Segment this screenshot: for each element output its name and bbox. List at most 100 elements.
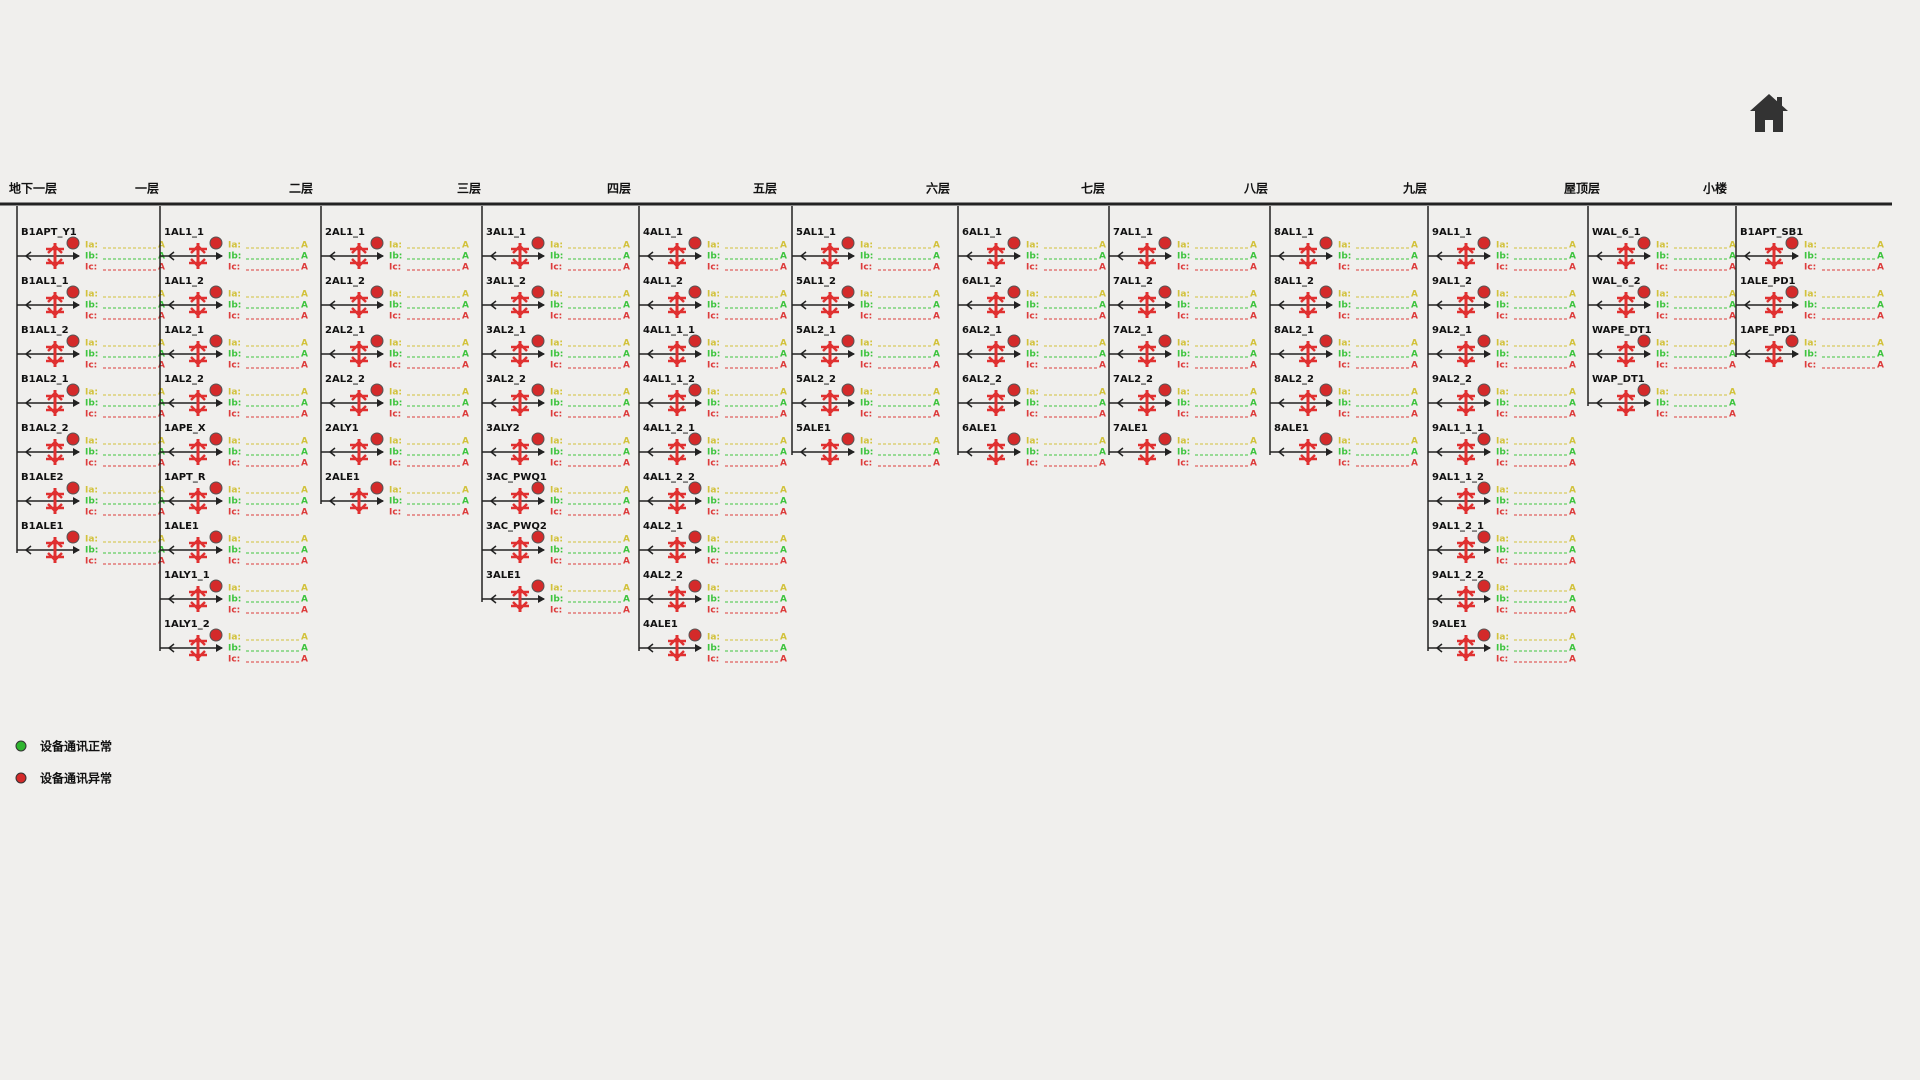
reading-label: Ia: [1656,290,1669,300]
reading-unit: A [301,497,308,507]
reading-label: Ib: [85,448,98,458]
reading-unit: A [1099,361,1106,371]
reading-label: Ib: [1656,252,1669,262]
status-dot [1637,383,1651,397]
home-button[interactable] [1750,94,1788,132]
reading-label: Ib: [550,448,563,458]
arrow-right [538,546,545,554]
breaker [1299,342,1317,366]
reading-label: Ia: [550,339,563,349]
arrow-left [24,349,32,359]
reading-label: Ia: [1338,241,1351,251]
reading-unit: A [301,486,308,496]
reading-label: Ia: [1177,290,1190,300]
reading-unit: A [780,350,787,360]
reading-label: Ic: [1026,263,1038,273]
device: 2ALE1 Ia: A Ib: A Ic: A [321,472,469,518]
reading-unit: A [462,459,469,469]
reading-label: Ib: [1496,448,1509,458]
reading-unit: A [780,486,787,496]
reading-unit: A [1569,290,1576,300]
reading-unit: A [780,508,787,518]
reading-unit: A [462,241,469,251]
arrow-right [695,301,702,309]
reading-label: Ia: [85,339,98,349]
breaker [821,342,839,366]
breaker [1457,244,1475,268]
reading-label: Ib: [85,350,98,360]
arrow-left [965,300,973,310]
breaker [189,244,207,268]
device-name: 7AL1_1 [1113,227,1153,238]
arrow-right [848,252,855,260]
reading-label: Ia: [1804,290,1817,300]
arrow-right [695,252,702,260]
reading-label: Ic: [550,410,562,420]
device: 3AL1_2 Ia: A Ib: A Ic: A [482,276,630,322]
device: 9AL1_2_1 Ia: A Ib: A Ic: A [1428,521,1576,567]
reading-unit: A [1411,437,1418,447]
floor-label: 四层 [607,182,631,196]
device: 1AL2_2 Ia: A Ib: A Ic: A [160,374,308,420]
reading-label: Ic: [550,606,562,616]
arrow-right [695,350,702,358]
device-name: 1APE_X [164,423,206,434]
device-name: B1ALE1 [21,521,64,532]
reading-unit: A [301,557,308,567]
status-dot [1158,432,1172,446]
status-dot [1007,334,1021,348]
device-name: 9ALE1 [1432,619,1467,630]
status-dot [531,432,545,446]
home-icon[interactable] [1750,94,1788,132]
reading-label: Ib: [707,546,720,556]
arrow-right [377,497,384,505]
reading-label: Ic: [85,312,97,322]
arrow-left [24,251,32,261]
arrow-right [216,399,223,407]
reading-label: Ib: [389,497,402,507]
reading-label: Ib: [860,252,873,262]
arrow-left [1277,251,1285,261]
reading-label: Ib: [85,399,98,409]
device-name: 9AL1_2_1 [1432,521,1484,532]
reading-unit: A [1569,584,1576,594]
device-name: 7ALE1 [1113,423,1148,434]
breaker [821,440,839,464]
reading-label: Ic: [85,410,97,420]
device: 1AL1_1 Ia: A Ib: A Ic: A [160,227,308,273]
reading-label: Ia: [860,437,873,447]
breaker [350,293,368,317]
status-dot [370,236,384,250]
reading-unit: A [623,595,630,605]
reading-label: Ic: [85,459,97,469]
arrow-left [24,398,32,408]
reading-label: Ib: [228,448,241,458]
reading-label: Ib: [1496,595,1509,605]
reading-label: Ia: [228,584,241,594]
status-dot [841,383,855,397]
status-dot [1319,285,1333,299]
floor-label: 八层 [1243,182,1268,196]
reading-label: Ia: [550,584,563,594]
arrow-left [328,398,336,408]
reading-label: Ic: [1177,263,1189,273]
reading-unit: A [780,633,787,643]
reading-label: Ic: [550,312,562,322]
device: 9AL1_1_2 Ia: A Ib: A Ic: A [1428,472,1576,518]
arrow-left [1595,251,1603,261]
device: 5AL1_2 Ia: A Ib: A Ic: A [792,276,940,322]
reading-unit: A [780,399,787,409]
reading-label: Ic: [1496,459,1508,469]
breaker [1765,342,1783,366]
arrow-left [489,447,497,457]
reading-unit: A [1250,301,1257,311]
device-name: 1AL2_2 [164,374,204,385]
device-name: 9AL1_2_2 [1432,570,1484,581]
device-name: 4AL1_1_2 [643,374,695,385]
device-name: 3AC_PWQ1 [486,472,547,483]
arrow-right [73,350,80,358]
breaker [1457,391,1475,415]
reading-label: Ia: [860,339,873,349]
breaker [668,293,686,317]
